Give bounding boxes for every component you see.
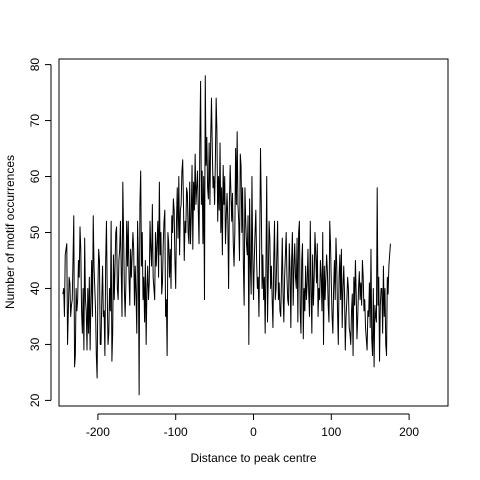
x-tick-label: 200 <box>399 425 419 439</box>
x-tick-label: 0 <box>250 425 257 439</box>
y-tick-label: 50 <box>28 226 42 240</box>
y-tick-label: 60 <box>28 170 42 184</box>
x-axis-label: Distance to peak centre <box>190 451 316 465</box>
y-tick-label: 30 <box>28 337 42 351</box>
y-axis-label: Number of motif occurrences <box>3 155 17 309</box>
y-tick-label: 20 <box>28 393 42 407</box>
y-axis: 20 30 40 50 60 70 80 <box>28 58 52 407</box>
x-axis: -200 -100 0 100 200 <box>86 413 419 439</box>
x-tick-label: 100 <box>321 425 341 439</box>
plot-area-frame <box>58 58 449 407</box>
x-tick-label: -200 <box>86 425 110 439</box>
y-tick-label: 80 <box>28 58 42 72</box>
x-tick-label: -100 <box>164 425 188 439</box>
series-line <box>62 75 391 396</box>
y-tick-label: 70 <box>28 114 42 128</box>
y-tick-label: 40 <box>28 281 42 295</box>
